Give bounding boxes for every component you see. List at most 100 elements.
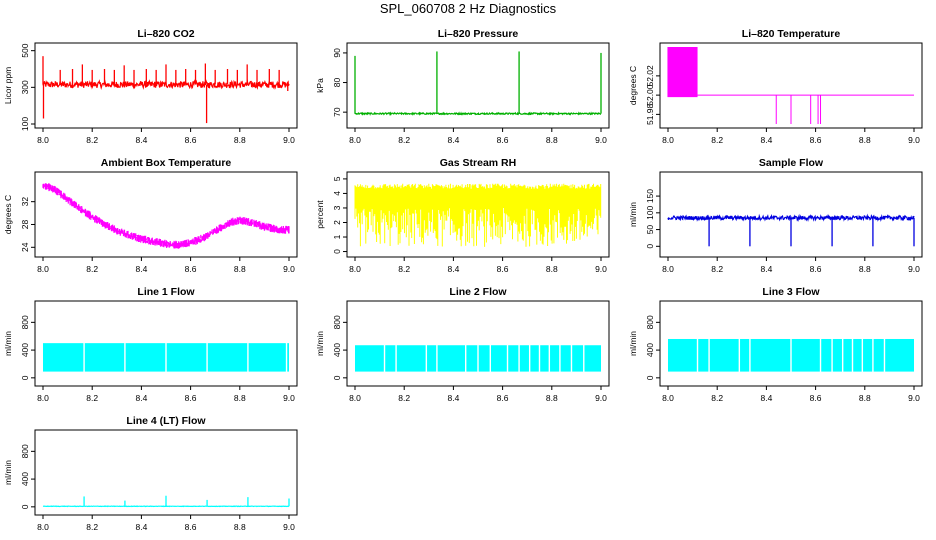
series-9 (668, 337, 914, 373)
y-tick-label: 100 (20, 117, 30, 131)
x-tick-label: 8.2 (398, 264, 410, 274)
y-tick-label: 300 (20, 80, 30, 94)
x-tick-label: 8.2 (398, 135, 410, 145)
series-oscillation (354, 183, 602, 247)
panel-title: Ambient Box Temperature (101, 157, 232, 169)
y-tick-label: 400 (645, 343, 655, 357)
x-tick-label: 8.8 (859, 264, 871, 274)
x-tick-label: 8.4 (760, 264, 772, 274)
plot-frame (659, 42, 923, 129)
chart-panel-5: Gas Stream RH 8.0 8.2 8.4 8.6 8.8 9.0 0 1 2 3 4 5 per… (315, 157, 610, 274)
y-axis-label: degrees C (628, 66, 638, 105)
y-tick-label: 70 (332, 107, 342, 117)
y-tick-label: 5 (332, 176, 342, 181)
x-tick-label: 8.2 (86, 393, 98, 403)
x-tick-label: 8.4 (135, 264, 147, 274)
figure-title: SPL_060708 2 Hz Diagnostics (379, 1, 557, 16)
y-tick-label: 0 (332, 375, 342, 380)
x-tick-label: 8.4 (447, 264, 459, 274)
chart-panel-8: Line 2 Flow 8.0 8.2 8.4 8.6 8.8 9.0 0 400 800 ml/m… (315, 286, 610, 403)
x-tick-label: 9.0 (283, 135, 295, 145)
x-tick-label: 8.6 (810, 135, 822, 145)
panel-title: Gas Stream RH (440, 157, 516, 169)
y-tick-label: 1 (332, 234, 342, 239)
x-tick-label: 8.4 (135, 135, 147, 145)
y-tick-label: 4 (332, 191, 342, 196)
y-axis-label: ml/min (628, 202, 638, 227)
chart-panel-7: Line 1 Flow 8.0 8.2 8.4 8.6 8.8 9.0 0 400 800 ml/m… (3, 286, 298, 403)
y-tick-label: 2 (332, 220, 342, 225)
x-tick-label: 8.6 (497, 264, 509, 274)
y-tick-label: 400 (332, 343, 342, 357)
x-tick-label: 8.0 (37, 522, 49, 532)
x-tick-label: 8.0 (37, 135, 49, 145)
panel-title: Line 4 (LT) Flow (126, 415, 206, 427)
x-tick-label: 8.8 (859, 135, 871, 145)
plot-frame (659, 171, 923, 258)
x-tick-label: 9.0 (595, 135, 607, 145)
y-tick-label: 400 (20, 472, 30, 486)
plot-frame (659, 300, 923, 387)
series-trace (354, 111, 601, 117)
x-tick-label: 8.6 (810, 264, 822, 274)
plot-frame (34, 171, 298, 258)
x-tick-label: 8.4 (135, 522, 147, 532)
x-tick-label: 8.0 (349, 264, 361, 274)
y-tick-label: 500 (20, 43, 30, 57)
plot-frame (346, 171, 610, 258)
x-tick-label: 8.6 (185, 522, 197, 532)
x-tick-label: 8.8 (546, 135, 558, 145)
y-tick-label: 800 (332, 315, 342, 329)
series-4 (42, 183, 290, 249)
series-3 (667, 47, 914, 124)
plot-frame (34, 42, 298, 129)
y-tick-label: 0 (20, 504, 30, 509)
x-tick-label: 8.8 (234, 135, 246, 145)
y-tick-label: 51.98 (645, 103, 655, 125)
y-tick-label: 50 (645, 225, 655, 235)
y-axis-label: kPa (315, 78, 325, 93)
x-tick-label: 8.0 (349, 393, 361, 403)
x-tick-label: 8.8 (546, 393, 558, 403)
x-tick-label: 8.6 (497, 393, 509, 403)
chart-panel-2: Li–820 Pressure 8.0 8.2 8.4 8.6 8.8 9.0 70 80 90 k… (315, 28, 610, 145)
series-8 (355, 344, 601, 373)
plot-frame (346, 300, 610, 387)
x-tick-label: 8.2 (86, 135, 98, 145)
x-tick-label: 8.6 (185, 264, 197, 274)
x-tick-label: 8.0 (37, 393, 49, 403)
y-tick-label: 150 (645, 189, 655, 203)
y-tick-label: 0 (645, 375, 655, 380)
series-5 (354, 183, 602, 247)
x-tick-label: 8.2 (711, 393, 723, 403)
y-axis-label: ml/min (3, 460, 13, 485)
y-tick-label: 3 (332, 205, 342, 210)
panel-title: Line 2 Flow (449, 286, 507, 298)
x-tick-label: 9.0 (595, 264, 607, 274)
x-tick-label: 9.0 (908, 135, 920, 145)
y-tick-label: 32 (20, 197, 30, 207)
plot-frame (34, 429, 298, 516)
x-tick-label: 8.2 (711, 264, 723, 274)
y-axis-label: degrees C (3, 195, 13, 234)
panel-title: Sample Flow (759, 157, 824, 169)
panel-title: Li–820 CO2 (137, 28, 194, 40)
y-tick-label: 28 (20, 219, 30, 229)
y-tick-label: 0 (332, 249, 342, 254)
chart-panel-1: Li–820 CO2 8.0 8.2 8.4 8.6 8.8 9.0 100 300 500 Lic… (3, 28, 298, 145)
x-tick-label: 9.0 (283, 264, 295, 274)
series-10 (42, 495, 290, 508)
chart-panel-3: Li–820 Temperature 8.0 8.2 8.4 8.6 8.8 9.0 51.9… (628, 28, 923, 145)
y-tick-label: 52.02 (645, 65, 655, 87)
x-tick-label: 8.8 (859, 393, 871, 403)
x-tick-label: 8.4 (135, 393, 147, 403)
x-tick-label: 8.0 (349, 135, 361, 145)
x-tick-label: 9.0 (908, 393, 920, 403)
series-6 (667, 213, 915, 247)
y-tick-label: 800 (20, 444, 30, 458)
chart-panel-6: Sample Flow 8.0 8.2 8.4 8.6 8.8 9.0 0 50 100 150 ml… (628, 157, 923, 274)
plot-frame (34, 300, 298, 387)
panel-title: Li–820 Temperature (742, 28, 841, 40)
x-tick-label: 8.0 (662, 393, 674, 403)
